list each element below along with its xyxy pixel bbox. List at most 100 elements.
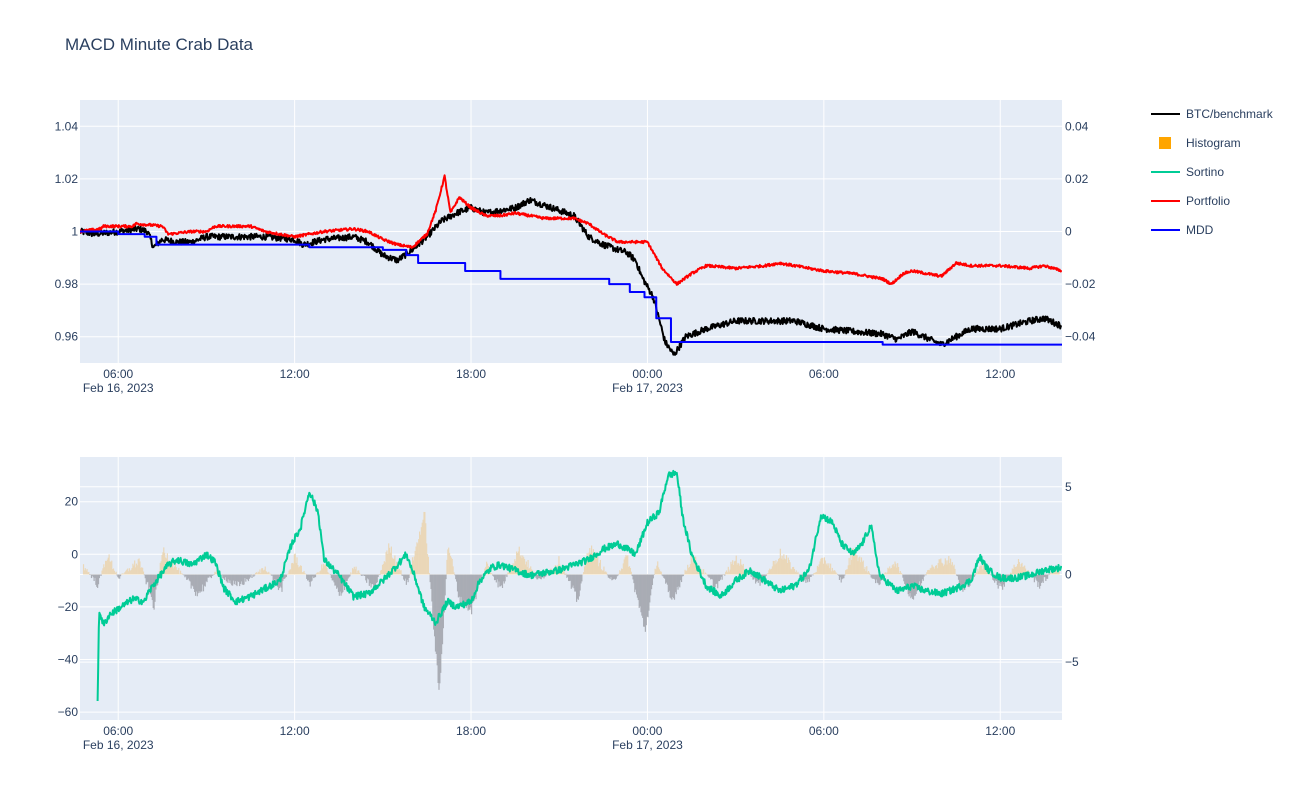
legend-item-histogram[interactable]: Histogram — [1159, 136, 1241, 150]
histogram-bar — [422, 519, 424, 575]
histogram-bar — [919, 574, 921, 582]
histogram-bar — [293, 554, 295, 575]
histogram-bar — [797, 571, 799, 575]
histogram-bar — [458, 574, 460, 597]
histogram-bar — [811, 574, 813, 575]
histogram-bar — [796, 572, 798, 575]
histogram-bar — [838, 574, 841, 580]
histogram-bar — [687, 564, 689, 575]
histogram-bar — [305, 573, 307, 575]
histogram-bar — [761, 574, 763, 579]
histogram-bar — [254, 572, 257, 575]
histogram-bar — [110, 561, 112, 575]
histogram-bar — [252, 574, 254, 575]
histogram-bar — [672, 574, 674, 597]
histogram-bar — [977, 568, 979, 575]
histogram-bar — [243, 574, 245, 585]
histogram-bar — [729, 569, 731, 575]
histogram-bar — [433, 574, 435, 630]
histogram-bar — [269, 573, 271, 575]
histogram-bar — [215, 572, 217, 575]
histogram-bar — [322, 563, 325, 575]
histogram-bar — [134, 560, 136, 575]
histogram-bar — [404, 574, 407, 579]
bottom-x-tick-label: 12:00 — [280, 724, 310, 738]
bottom-x-date-label: Feb 16, 2023 — [83, 738, 154, 752]
histogram-bar — [671, 574, 673, 600]
histogram-bar — [348, 574, 350, 578]
histogram-bar — [321, 564, 323, 575]
histogram-bar — [540, 574, 542, 580]
histogram-bar — [337, 574, 340, 592]
histogram-bar — [975, 571, 977, 575]
histogram-bar — [726, 572, 729, 575]
histogram-bar — [601, 570, 603, 575]
histogram-bar — [84, 568, 86, 575]
histogram-bar — [1019, 566, 1021, 575]
histogram-bar — [342, 574, 344, 593]
histogram-bar — [1015, 567, 1017, 575]
histogram-bar — [950, 564, 953, 575]
histogram-bar — [440, 574, 442, 673]
histogram-bar — [527, 559, 529, 575]
histogram-bar — [313, 574, 315, 579]
histogram-bar — [806, 574, 808, 580]
histogram-bar — [655, 569, 657, 575]
histogram-bar — [329, 573, 331, 575]
histogram-bar — [905, 574, 908, 585]
histogram-bar — [330, 574, 332, 578]
histogram-bar — [1022, 566, 1024, 575]
histogram-bar — [701, 569, 703, 575]
histogram-bar — [111, 560, 113, 575]
histogram-bar — [624, 557, 626, 575]
histogram-bar — [370, 574, 372, 588]
histogram-bar — [660, 571, 662, 575]
histogram-bar — [964, 574, 967, 586]
bottom-panel: 06:00 12:00 18:00 00:00 06:00 12:00 Feb 16, 20… — [58, 457, 1079, 752]
histogram-bar — [159, 562, 161, 575]
histogram-bar — [670, 574, 672, 599]
histogram-bar — [144, 574, 146, 579]
histogram-bar — [983, 562, 985, 575]
histogram-bar — [516, 551, 518, 575]
histogram-bar — [539, 574, 542, 579]
histogram-bar — [307, 574, 310, 581]
histogram-bar — [401, 574, 403, 576]
histogram-bar — [1055, 571, 1058, 575]
histogram-bar — [529, 567, 531, 575]
histogram-bar — [471, 574, 474, 604]
histogram-bar — [844, 574, 846, 576]
histogram-bar — [785, 559, 787, 575]
legend-item-btc-benchmark[interactable]: BTC/benchmark — [1151, 107, 1274, 121]
histogram-bar — [506, 574, 508, 578]
top-x-tick-label: 12:00 — [985, 367, 1015, 381]
histogram-bar — [239, 574, 242, 584]
bottom-x-tick-label: 18:00 — [456, 724, 486, 738]
histogram-bar — [620, 568, 623, 575]
histogram-bar — [247, 574, 250, 582]
histogram-bar — [793, 569, 796, 575]
histogram-bar — [103, 564, 105, 575]
legend-item-sortino[interactable]: Sortino — [1151, 165, 1224, 179]
legend-item-mdd[interactable]: MDD — [1151, 223, 1214, 237]
histogram-bar — [139, 561, 141, 575]
histogram-bar — [578, 574, 580, 597]
legend-item-portfolio[interactable]: Portfolio — [1151, 194, 1230, 208]
histogram-bar — [308, 574, 310, 583]
histogram-bar — [256, 573, 258, 575]
histogram-bar — [868, 572, 871, 575]
histogram-bar — [889, 566, 891, 575]
histogram-bar — [982, 561, 984, 575]
histogram-bar — [577, 574, 579, 600]
histogram-bar — [643, 574, 646, 627]
histogram-bar — [167, 562, 169, 575]
histogram-bar — [605, 571, 607, 575]
histogram-bar — [627, 555, 629, 575]
histogram-bar — [153, 574, 155, 610]
histogram-bar — [188, 574, 190, 581]
histogram-bar — [940, 558, 942, 575]
histogram-bar — [302, 572, 304, 575]
histogram-bar — [187, 574, 189, 580]
histogram-bar — [112, 568, 115, 575]
